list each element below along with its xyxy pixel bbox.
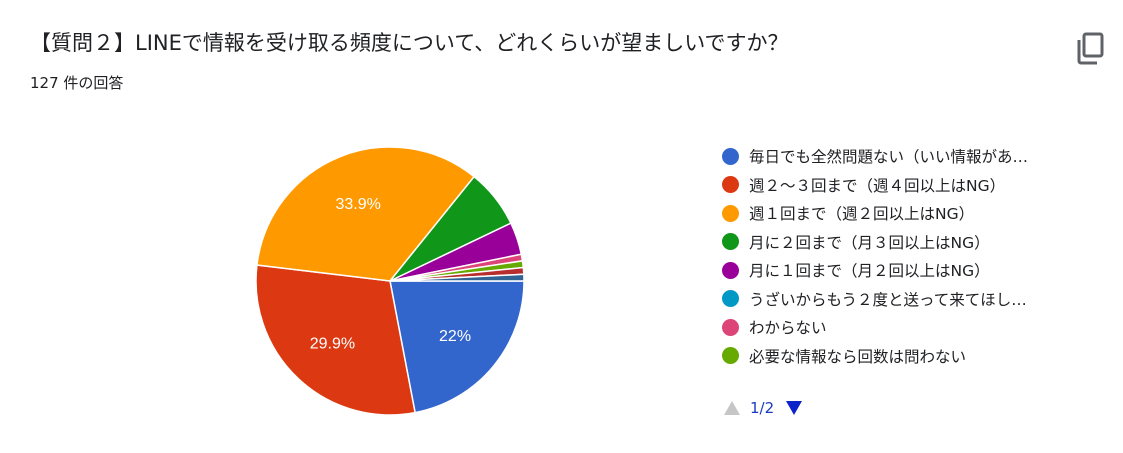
pie-slice bbox=[256, 146, 476, 282]
legend-color-dot bbox=[722, 290, 739, 308]
legend-item: 週２～３回まで（週４回以上はNG） bbox=[722, 171, 1102, 200]
legend-pager: 1/2 bbox=[722, 396, 804, 420]
legend-color-dot bbox=[722, 204, 739, 222]
legend-item: 週１回まで（週２回以上はNG） bbox=[722, 199, 1102, 228]
pager-next-button[interactable] bbox=[784, 398, 804, 418]
legend-color-dot bbox=[722, 347, 739, 365]
legend-label: わからない bbox=[749, 319, 827, 338]
copy-icon bbox=[1077, 32, 1104, 65]
legend-item: 必要な情報なら回数は問わない bbox=[722, 342, 1102, 371]
pie-slice bbox=[389, 273, 525, 282]
legend-label: 毎日でも全然問題ない（いい情報があ… bbox=[749, 148, 1029, 167]
legend-label: うざいからもう２度と送って来てほし… bbox=[749, 290, 1027, 309]
copy-chart-button[interactable] bbox=[1070, 28, 1110, 68]
triangle-down-icon bbox=[786, 401, 803, 415]
triangle-up-icon bbox=[724, 401, 740, 415]
legend-label: 月に２回まで（月３回以上はNG） bbox=[749, 233, 990, 252]
legend-color-dot bbox=[722, 147, 739, 165]
legend-item: 毎日でも全然問題ない（いい情報があ… bbox=[722, 142, 1102, 171]
legend-label: 週１回まで（週２回以上はNG） bbox=[749, 205, 975, 224]
pie-slice bbox=[255, 264, 416, 416]
slice-label: 29.9% bbox=[310, 336, 355, 353]
pager-prev-button[interactable] bbox=[722, 398, 742, 418]
legend-item: 月に１回まで（月２回以上はNG） bbox=[722, 256, 1102, 285]
response-count: 127 件の回答 bbox=[30, 74, 124, 92]
legend-color-dot bbox=[722, 318, 739, 336]
legend-label: 必要な情報なら回数は問わない bbox=[749, 347, 967, 366]
page-title: 【質問２】LINEで情報を受け取る頻度について、どれくらいが望ましいですか？ bbox=[30, 31, 789, 55]
legend-item: わからない bbox=[722, 313, 1102, 342]
pager-text: 1/2 bbox=[750, 399, 775, 417]
legend-color-dot bbox=[722, 261, 739, 279]
pie-slice bbox=[389, 280, 525, 414]
pie-chart: 22% 29.9% 33.9% bbox=[255, 146, 525, 416]
legend-item: 月に２回まで（月３回以上はNG） bbox=[722, 228, 1102, 257]
legend: 毎日でも全然問題ない（いい情報があ… 週２～３回まで（週４回以上はNG） 週１回まで… bbox=[722, 142, 1102, 370]
legend-color-dot bbox=[722, 233, 739, 251]
legend-item: うざいからもう２度と送って来てほし… bbox=[722, 285, 1102, 314]
legend-label: 月に１回まで（月２回以上はNG） bbox=[749, 262, 990, 281]
slice-label: 33.9% bbox=[335, 196, 380, 213]
legend-color-dot bbox=[722, 176, 739, 194]
slice-label: 22% bbox=[439, 328, 471, 345]
legend-label: 週２～３回まで（週４回以上はNG） bbox=[749, 176, 1006, 195]
